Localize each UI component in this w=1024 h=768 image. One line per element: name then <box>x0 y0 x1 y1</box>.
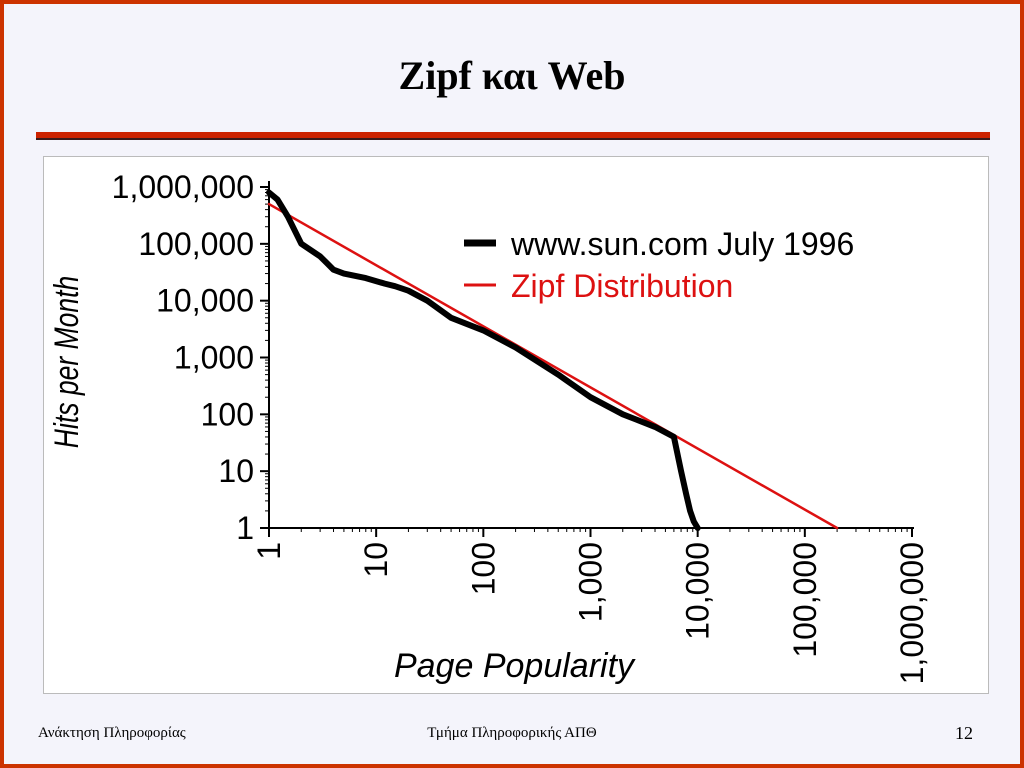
zipf-chart: 1 10 100 1,000 10,000 100,000 1,000,000 1 10 100… <box>48 169 930 685</box>
y-axis-label: Hits per Month <box>48 276 86 448</box>
x-tick-label: 100,000 <box>787 542 823 658</box>
x-tick-label: 1 <box>251 542 287 560</box>
x-tick-label: 100 <box>465 542 501 595</box>
x-tick-labels: 1 10 100 1,000 10,000 100,000 1,000,000 <box>251 542 930 684</box>
y-tick-label: 100 <box>201 396 254 432</box>
chart-legend: www.sun.com July 1996 Zipf Distribution <box>464 226 854 304</box>
plot-area <box>266 189 839 531</box>
footer-course: Ανάκτηση Πληροφορίας <box>38 725 186 741</box>
title-rule-red <box>36 132 990 138</box>
y-tick-label: 1,000,000 <box>112 169 254 205</box>
x-tick-label: 10,000 <box>680 542 716 640</box>
legend-item-zipf-label: Zipf Distribution <box>511 268 733 304</box>
y-tick-labels: 1 10 100 1,000 10,000 100,000 1,000,000 <box>112 169 254 546</box>
x-axis-label: Page Popularity <box>394 647 636 685</box>
series-line-zipf <box>267 202 839 530</box>
footer-department: Τμήμα Πληροφορικής ΑΠΘ <box>427 725 597 741</box>
y-tick-label: 1 <box>236 510 254 546</box>
x-tick-label: 1,000 <box>573 542 609 622</box>
x-tick-label: 10 <box>358 542 394 578</box>
chart-container: 1 10 100 1,000 10,000 100,000 1,000,000 1 10 100… <box>43 156 989 694</box>
series-line-observed <box>266 189 701 531</box>
page-number: 12 <box>955 723 973 743</box>
x-tick-label: 1,000,000 <box>894 542 930 684</box>
y-tick-label: 1,000 <box>174 340 254 376</box>
y-tick-label: 10,000 <box>156 283 254 319</box>
legend-item-observed-label: www.sun.com July 1996 <box>510 226 854 262</box>
title-rule-dark <box>36 138 990 140</box>
y-tick-label: 10 <box>218 453 254 489</box>
y-tick-label: 100,000 <box>138 226 254 262</box>
slide-title: Zipf και Web <box>398 53 626 98</box>
chart-axes <box>260 181 914 537</box>
